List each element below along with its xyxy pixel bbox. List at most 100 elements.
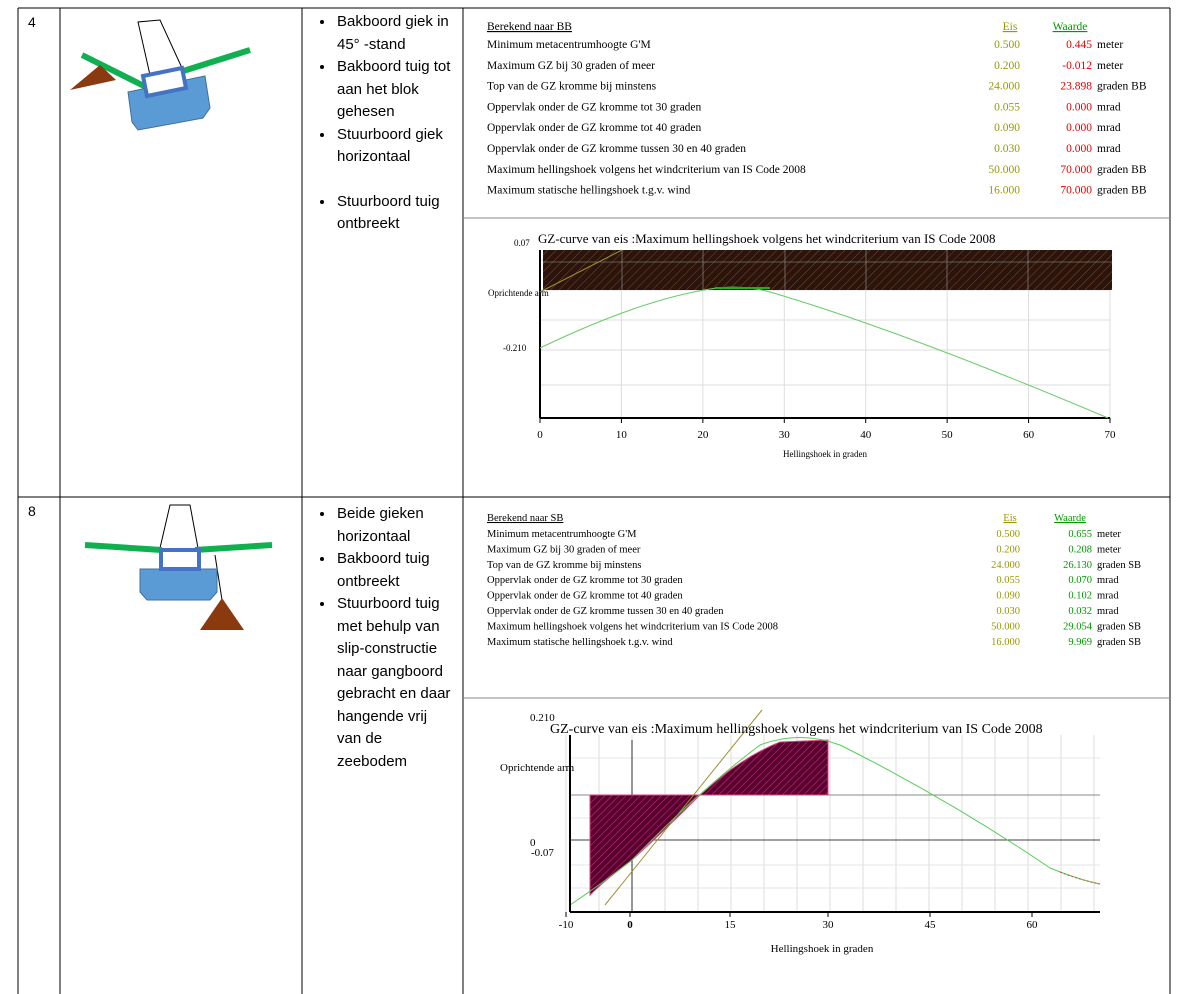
waarde-value: 0.070	[1068, 575, 1092, 586]
eis-value: 50.000	[988, 164, 1020, 176]
eis-value: 50.000	[991, 621, 1020, 632]
note: Bakboord giek in 45° -stand	[335, 11, 455, 56]
ship-diagram	[70, 19, 251, 131]
x-tick-label: 15	[725, 919, 737, 931]
x-tick-label: 40	[860, 429, 872, 441]
eis-value: 24.000	[991, 560, 1020, 571]
criterion: Oppervlak onder de GZ kromme tot 40 grad…	[487, 122, 702, 134]
results-heading: Berekend naar BB	[487, 21, 572, 33]
x-tick-label: 60	[1027, 919, 1039, 931]
x-tick-label: 45	[925, 919, 937, 931]
y-axis-label: Oprichtende arm	[500, 762, 575, 774]
notes: Beide gieken horizontaalBakboord tuig on…	[305, 503, 455, 773]
y-tick-label: 0.07	[514, 238, 530, 248]
waarde-value: -0.012	[1062, 60, 1092, 72]
unit: meter	[1097, 39, 1123, 51]
waarde-value: 0.000	[1066, 143, 1092, 155]
unit: mrad	[1097, 122, 1121, 134]
waarde-value: 23.898	[1060, 81, 1092, 93]
x-tick-label: 30	[823, 919, 835, 931]
hatched-area	[543, 250, 1112, 290]
unit: graden SB	[1097, 621, 1141, 632]
y-tick-label: -0.07	[531, 847, 554, 859]
unit: graden BB	[1097, 164, 1147, 176]
criterion: Top van de GZ kromme bij minstens	[487, 560, 641, 571]
y-axis-label: Oprichtende arm	[488, 288, 549, 298]
eis-value: 24.000	[988, 81, 1020, 93]
criterion: Maximum statische hellingshoek t.g.v. wi…	[487, 185, 691, 197]
note: Bakboord tuig tot aan het blok gehesen	[335, 56, 455, 124]
criterion: Minimum metacentrumhoogte G'M	[487, 39, 651, 51]
unit: mrad	[1097, 606, 1119, 617]
waarde-value: 0.208	[1068, 544, 1092, 555]
waarde-value: 0.655	[1068, 529, 1092, 540]
x-tick-label: 30	[779, 429, 791, 441]
waarde-value: 0.445	[1066, 39, 1092, 51]
criterion: Maximum GZ bij 30 graden of meer	[487, 544, 641, 555]
waarde-value: 70.000	[1060, 164, 1092, 176]
eis-value: 0.090	[994, 122, 1020, 134]
chart-title: GZ-curve van eis :Maximum hellingshoek v…	[538, 231, 995, 246]
unit: mrad	[1097, 143, 1121, 155]
x-tick-label: 0	[537, 429, 543, 441]
unit: mrad	[1097, 575, 1119, 586]
criterion: Oppervlak onder de GZ kromme tot 40 grad…	[487, 591, 683, 602]
y-tick-label: 0	[530, 837, 536, 849]
criterion: Oppervlak onder de GZ kromme tot 30 grad…	[487, 101, 702, 113]
unit: graden BB	[1097, 81, 1147, 93]
x-tick-label: -10	[559, 919, 574, 931]
results-heading: Berekend naar SB	[487, 513, 563, 524]
eis-value: 0.030	[994, 143, 1020, 155]
criterion: Maximum hellingshoek volgens het windcri…	[487, 621, 778, 632]
x-tick-label: 20	[697, 429, 709, 441]
col-header: Eis	[1003, 21, 1018, 33]
criterion: Minimum metacentrumhoogte G'M	[487, 529, 637, 540]
gz-curve	[539, 286, 1109, 419]
x-tick-label: 70	[1105, 429, 1117, 441]
criterion: Maximum statische hellingshoek t.g.v. wi…	[487, 637, 673, 648]
unit: meter	[1097, 529, 1121, 540]
heeling-line	[604, 709, 763, 906]
eis-value: 0.200	[994, 60, 1020, 72]
row-number: 4	[28, 14, 36, 30]
unit: graden SB	[1097, 560, 1141, 571]
x-tick-label: 0	[627, 919, 633, 931]
criterion: Oppervlak onder de GZ kromme tussen 30 e…	[487, 143, 746, 155]
criterion: Oppervlak onder de GZ kromme tussen 30 e…	[487, 606, 724, 617]
chart-title: GZ-curve van eis :Maximum hellingshoek v…	[550, 722, 1043, 737]
eis-value: 0.055	[996, 575, 1020, 586]
unit: meter	[1097, 60, 1123, 72]
x-axis-label: Hellingshoek in graden	[771, 943, 874, 955]
criterion: Oppervlak onder de GZ kromme tot 30 grad…	[487, 575, 683, 586]
eis-value: 0.500	[996, 529, 1020, 540]
waarde-value: 29.054	[1063, 621, 1093, 632]
note: Stuurboord tuig met behulp van slip-cons…	[335, 593, 455, 773]
heeling-line	[539, 249, 623, 293]
x-axis-label: Hellingshoek in graden	[783, 449, 867, 459]
ship-diagram	[84, 504, 273, 630]
waarde-value: 0.102	[1068, 591, 1092, 602]
unit: mrad	[1097, 101, 1121, 113]
waarde-value: 0.000	[1066, 101, 1092, 113]
waarde-value: 70.000	[1060, 185, 1092, 197]
unit: meter	[1097, 544, 1121, 555]
eis-value: 0.055	[994, 101, 1020, 113]
note: Beide gieken horizontaal	[335, 503, 455, 548]
waarde-value: 26.130	[1063, 560, 1092, 571]
eis-value: 0.500	[994, 39, 1020, 51]
unit: graden BB	[1097, 185, 1147, 197]
eis-value: 0.200	[996, 544, 1020, 555]
criterion: Top van de GZ kromme bij minstens	[487, 81, 657, 93]
eis-value: 16.000	[988, 185, 1020, 197]
waarde-value: 0.000	[1066, 122, 1092, 134]
eis-value: 0.030	[996, 606, 1020, 617]
eis-value: 16.000	[991, 637, 1020, 648]
col-header: Waarde	[1053, 21, 1088, 33]
col-header: Eis	[1003, 513, 1016, 524]
criterion: Maximum hellingshoek volgens het windcri…	[487, 164, 806, 176]
unit: graden SB	[1097, 637, 1141, 648]
y-tick-label: -0.210	[503, 343, 527, 353]
row-number: 8	[28, 503, 36, 519]
